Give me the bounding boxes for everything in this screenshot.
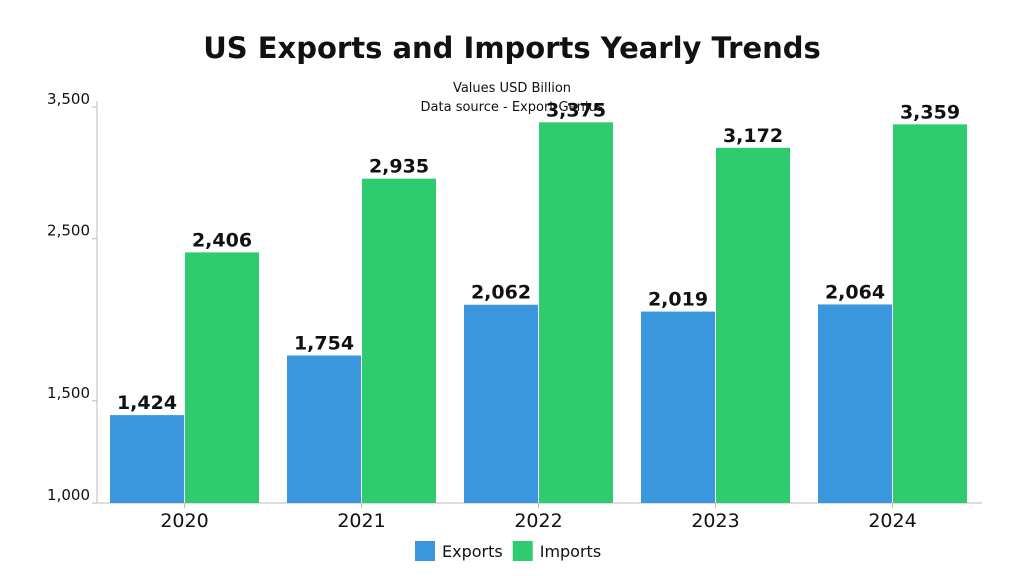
legend-swatch-imports [512, 541, 533, 561]
y-tick-label: 2,500 [47, 222, 90, 240]
bar-exports-2024 [818, 304, 892, 503]
data-label-imports-2021: 2,935 [369, 156, 429, 178]
data-label-imports-2023: 3,172 [723, 125, 783, 147]
bar-imports-2024 [893, 124, 967, 503]
bar-exports-2021 [287, 355, 361, 503]
x-tick-label: 2024 [868, 510, 916, 532]
y-tick-label: 1,000 [47, 486, 90, 504]
y-tick-label: 3,500 [47, 90, 90, 108]
bar-imports-2023 [716, 147, 790, 503]
x-tick-label: 2022 [514, 510, 562, 532]
chart-subtitle-source: Data source - Export Genius [421, 100, 604, 115]
data-label-exports-2022: 2,062 [471, 282, 531, 304]
data-label-exports-2021: 1,754 [294, 332, 354, 354]
bar-exports-2020 [110, 415, 184, 503]
axes: 1,000 1,500 2,500 3,500 2020 2021 2022 2023 2024 [47, 90, 982, 532]
chart-subtitle-units: Values USD Billion [453, 81, 571, 96]
y-tick-label: 1,500 [47, 384, 90, 402]
bar-imports-2022 [539, 122, 613, 503]
legend-swatch-exports [415, 541, 435, 561]
bars: 1,424 2,406 1,754 2,935 2,062 3,375 2,019 3,172… [110, 99, 967, 504]
legend-label-exports: Exports [442, 542, 503, 561]
data-label-exports-2024: 2,064 [825, 281, 885, 303]
bar-exports-2023 [641, 311, 715, 503]
legend: Exports Imports [415, 541, 601, 561]
x-tick-label: 2021 [337, 510, 385, 532]
bar-exports-2022 [464, 304, 538, 503]
bar-imports-2021 [362, 178, 436, 504]
data-label-imports-2024: 3,359 [900, 101, 960, 123]
data-label-imports-2020: 2,406 [192, 229, 252, 251]
x-tick-label: 2023 [691, 510, 739, 532]
data-label-exports-2020: 1,424 [117, 392, 177, 414]
bar-imports-2020 [185, 252, 259, 503]
chart-title: US Exports and Imports Yearly Trends [203, 31, 821, 65]
data-label-exports-2023: 2,019 [648, 289, 708, 311]
data-label-imports-2022: 3,375 [546, 99, 606, 121]
legend-label-imports: Imports [540, 542, 601, 561]
x-tick-label: 2020 [160, 510, 208, 532]
